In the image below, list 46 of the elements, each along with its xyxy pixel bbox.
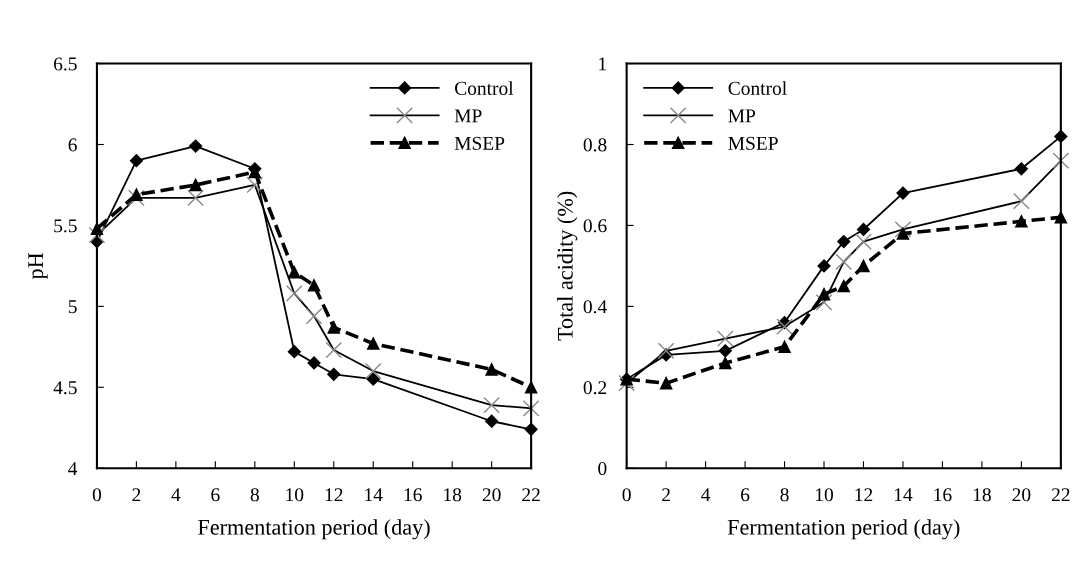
- y-tick-label: 6.5: [54, 57, 77, 71]
- x-tick-label: 4: [171, 488, 181, 502]
- y-tick-label: 6: [68, 138, 77, 152]
- legend-label: Control: [455, 81, 514, 95]
- legend-label: MP: [728, 109, 756, 123]
- x-tick-label: 6: [211, 488, 220, 502]
- legend-label: MP: [454, 109, 482, 123]
- x-tick-label: 12: [855, 488, 873, 502]
- y-tick-label: 0.2: [583, 381, 607, 395]
- x-tick-label: 18: [973, 488, 991, 502]
- x-tick-label: 20: [1012, 488, 1031, 502]
- y-tick-label: 5: [68, 300, 77, 314]
- x-tick-label: 16: [934, 488, 952, 502]
- y-tick-label: 1: [599, 57, 607, 71]
- y-tick-label: 5.5: [54, 219, 77, 233]
- x-tick-label: 10: [816, 488, 833, 502]
- y-axis-title: Total acidity (%): [557, 191, 578, 341]
- y-tick-label: 0.6: [583, 219, 607, 233]
- y-tick-label: 0.4: [583, 300, 607, 314]
- x-tick-label: 14: [365, 488, 383, 502]
- x-tick-label: 10: [286, 488, 304, 502]
- x-tick-label: 20: [482, 488, 501, 502]
- x-tick-label: 8: [250, 488, 259, 502]
- x-tick-label: 8: [780, 488, 789, 502]
- x-tick-label: 14: [894, 488, 913, 502]
- x-axis-title: Fermentation period (day): [198, 519, 430, 540]
- x-tick-label: 18: [444, 488, 462, 502]
- x-tick-label: 0: [622, 488, 631, 502]
- y-tick-label: 4: [68, 462, 78, 475]
- x-tick-label: 0: [92, 488, 102, 502]
- x-tick-label: 22: [522, 488, 540, 502]
- x-tick-label: 22: [1051, 488, 1070, 502]
- y-tick-label: 0.8: [583, 138, 607, 152]
- x-tick-label: 6: [741, 488, 750, 502]
- x-axis-title: Fermentation period (day): [727, 519, 960, 540]
- x-tick-label: 2: [132, 488, 141, 502]
- legend-label: Control: [728, 81, 787, 95]
- y-tick-label: 0: [598, 462, 607, 476]
- legend-label: MSEP: [728, 136, 778, 150]
- x-tick-label: 12: [325, 488, 343, 502]
- x-tick-label: 16: [404, 488, 422, 502]
- x-tick-label: 2: [662, 488, 670, 502]
- legend-label: MSEP: [454, 136, 505, 150]
- x-tick-label: 4: [701, 488, 711, 502]
- y-axis-title: pH: [28, 252, 48, 280]
- y-tick-label: 4.5: [53, 381, 77, 395]
